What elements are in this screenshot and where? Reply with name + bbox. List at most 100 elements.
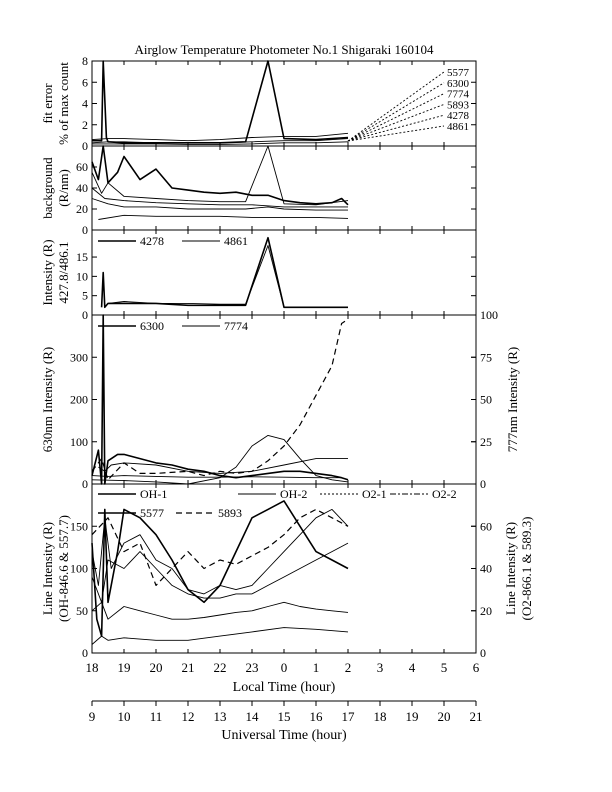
- legend-label: 5893: [218, 506, 242, 520]
- y-tick-label: 0: [82, 223, 88, 237]
- series-line-6300: [91, 314, 349, 485]
- y-tick-label: 20: [76, 202, 88, 216]
- y-tick-label: 100: [70, 562, 88, 576]
- ut-tick-label: 10: [118, 709, 131, 724]
- y-axis-label: Intensity (R): [40, 239, 55, 305]
- local-time-tick-label: 0: [281, 660, 288, 675]
- y-tick-label: 10: [76, 269, 88, 283]
- y-tick-label: 4: [82, 97, 88, 111]
- series-line-O2-1: [91, 601, 349, 620]
- y2-tick-label: 25: [480, 435, 492, 449]
- y-tick-label: 50: [76, 604, 88, 618]
- series-line-5893: [91, 508, 349, 587]
- y-tick-label: 0: [82, 308, 88, 322]
- y2-axis-label: (O2-866.1 & 589.3): [519, 517, 534, 621]
- y-tick-label: 0: [82, 139, 88, 153]
- series-line-fit-error-1: [91, 132, 349, 142]
- legend-label: 7774: [447, 89, 470, 101]
- legend-label: 5893: [447, 99, 470, 111]
- ut-tick-label: 18: [374, 709, 387, 724]
- legend-leader: [347, 103, 445, 142]
- y2-tick-label: 100: [480, 308, 498, 322]
- ut-tick-label: 11: [150, 709, 163, 724]
- ut-tick-label: 14: [246, 709, 260, 724]
- y-tick-label: 5: [82, 289, 88, 303]
- ut-tick-label: 19: [406, 709, 419, 724]
- local-time-tick-label: 19: [118, 660, 131, 675]
- series-line-fit-error-3: [92, 141, 349, 145]
- y-axis-label: Line Intensity (R): [40, 522, 55, 615]
- series-line-fit-error-0: [92, 60, 349, 144]
- y-axis-label: % of max count: [56, 62, 71, 145]
- y2-tick-label: 20: [480, 604, 492, 618]
- series-line-background-1: [91, 145, 349, 206]
- legend-leader: [347, 71, 445, 142]
- legend-leader: [347, 82, 445, 142]
- y-tick-label: 8: [82, 54, 88, 68]
- local-time-axis-label: Local Time (hour): [233, 680, 336, 695]
- series-line-6300-b: [98, 458, 348, 474]
- local-time-tick-label: 21: [182, 660, 195, 675]
- local-time-tick-label: 18: [86, 660, 99, 675]
- legend-label: 4861: [447, 121, 469, 133]
- y-tick-label: 15: [76, 250, 88, 264]
- legend-leader: [347, 114, 445, 142]
- ut-tick-label: 13: [214, 709, 227, 724]
- local-time-tick-label: 4: [409, 660, 416, 675]
- y2-axis-label: 777nm Intensity (R): [505, 347, 520, 452]
- y-axis-label: background: [40, 157, 55, 219]
- y-tick-label: 2: [82, 118, 88, 132]
- y-axis-label: (R/nm): [56, 169, 71, 207]
- legend-leader: [347, 93, 445, 142]
- legend-label: 5577: [447, 67, 470, 79]
- ut-tick-label: 15: [278, 709, 291, 724]
- y-tick-label: 60: [76, 160, 88, 174]
- y-tick-label: 200: [70, 393, 88, 407]
- series-line-4278: [100, 236, 348, 309]
- local-time-tick-label: 22: [214, 660, 227, 675]
- series-line-O2-2: [91, 627, 349, 645]
- legend-label: 6300: [447, 78, 470, 90]
- series-line-background-2: [91, 187, 348, 208]
- y-tick-label: 0: [82, 477, 88, 491]
- series-line-5577: [91, 500, 349, 637]
- legend-label: 4861: [224, 234, 248, 248]
- y-axis-label: fit error: [40, 83, 55, 124]
- ut-tick-label: 9: [89, 709, 96, 724]
- legend-label: OH-2: [280, 487, 307, 501]
- series-line-fit-error-2: [91, 138, 349, 144]
- y-axis-label: 427.8/486.1: [56, 241, 71, 303]
- series-line-background-3: [91, 198, 348, 211]
- local-time-tick-label: 6: [473, 660, 480, 675]
- y-tick-label: 40: [76, 181, 88, 195]
- y-tick-label: 0: [82, 646, 88, 660]
- y-tick-label: 6: [82, 75, 88, 89]
- ut-tick-label: 12: [182, 709, 195, 724]
- y2-tick-label: 0: [480, 646, 486, 660]
- legend-label: O2-1: [362, 487, 387, 501]
- ut-tick-label: 16: [310, 709, 324, 724]
- legend-label: 7774: [224, 319, 248, 333]
- series-line-7774: [91, 475, 342, 479]
- series-line-hump: [91, 434, 349, 485]
- legend-label: O2-2: [432, 487, 457, 501]
- series-line-background-0: [91, 145, 349, 206]
- series-line-OH-1: [91, 508, 349, 595]
- series-line-background-4: [98, 214, 349, 220]
- ut-axis-label: Universal Time (hour): [221, 728, 347, 743]
- local-time-tick-label: 5: [441, 660, 448, 675]
- y-axis-label: 630nm Intensity (R): [40, 347, 55, 452]
- legend-label: OH-1: [140, 487, 167, 501]
- local-time-tick-label: 3: [377, 660, 384, 675]
- panel-frame-630-777: [91, 314, 477, 485]
- legend-label: 5577: [140, 506, 164, 520]
- local-time-tick-label: 20: [150, 660, 163, 675]
- y-axis-label: (OH-846.6 & 557.7): [56, 515, 71, 622]
- y-tick-label: 150: [70, 519, 88, 533]
- y2-tick-label: 40: [480, 562, 492, 576]
- y2-tick-label: 75: [480, 350, 492, 364]
- y2-tick-label: 50: [480, 393, 492, 407]
- legend-label: 6300: [140, 319, 164, 333]
- ut-tick-label: 21: [470, 709, 483, 724]
- ut-tick-label: 17: [342, 709, 356, 724]
